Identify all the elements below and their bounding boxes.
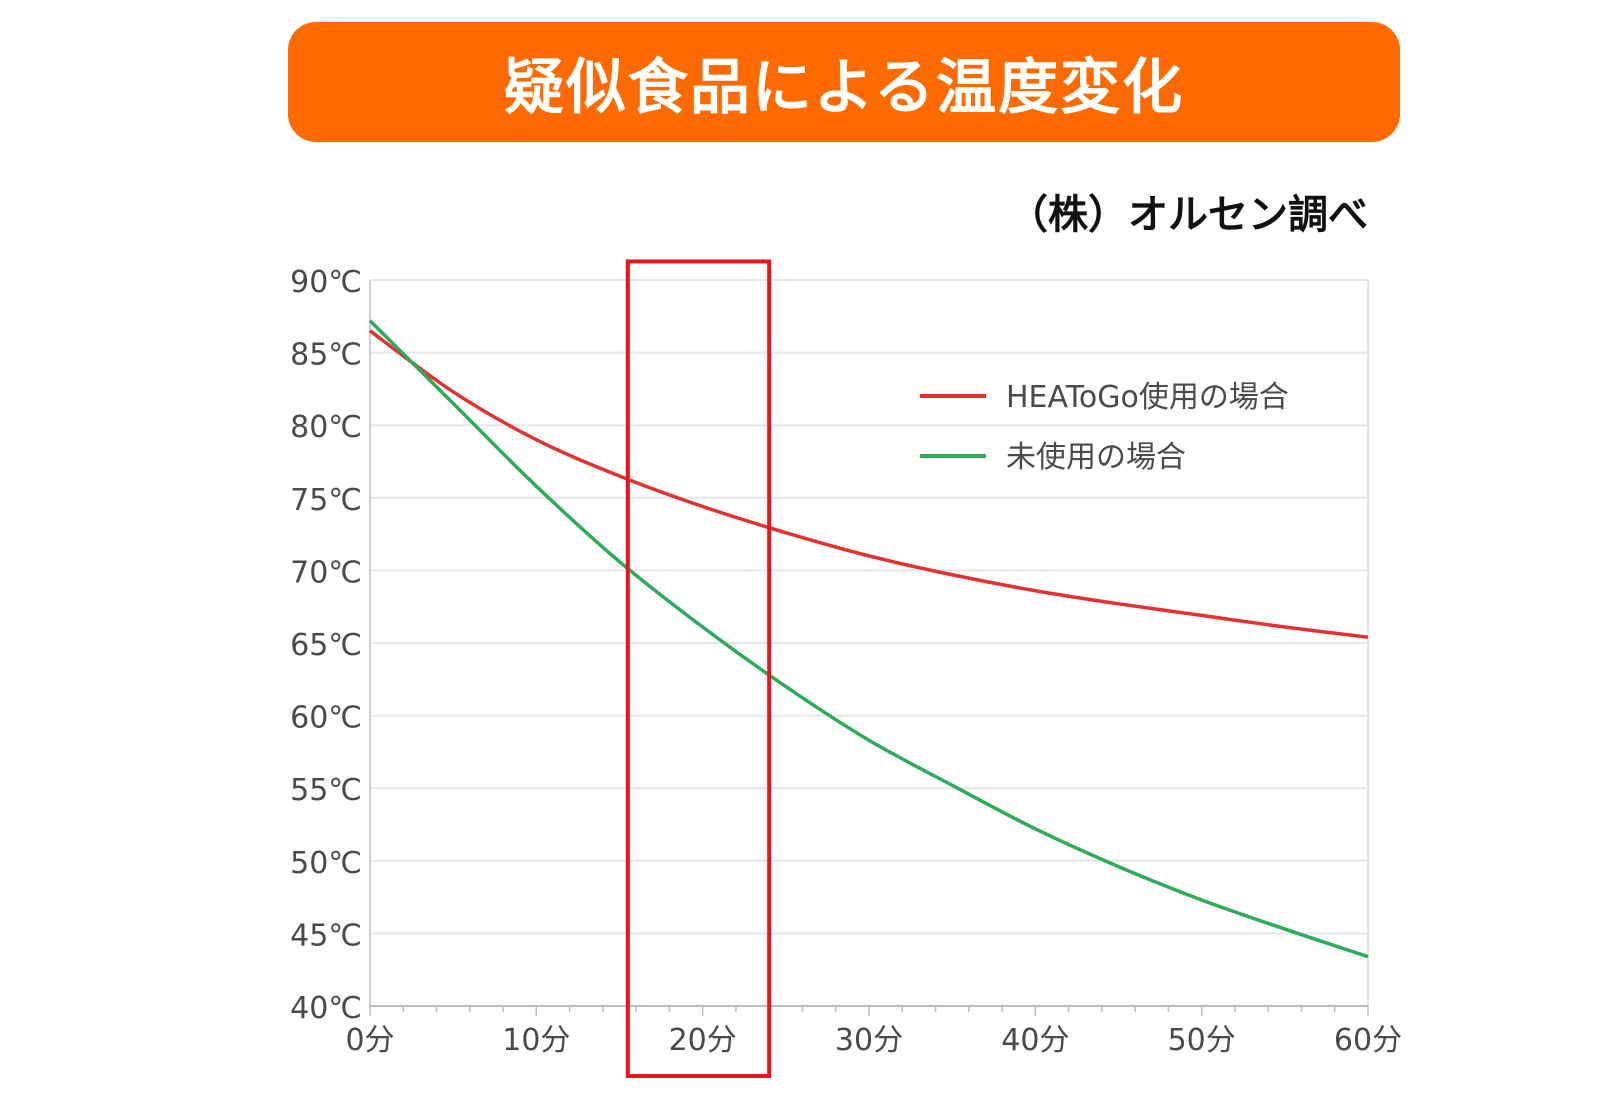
x-tick-label: 50分 — [1168, 1023, 1236, 1058]
y-tick-label: 70℃ — [290, 555, 362, 590]
y-tick-label: 45℃ — [290, 918, 362, 953]
x-tick-label: 0分 — [345, 1023, 394, 1058]
chart-title: 疑似食品による温度変化 — [503, 52, 1185, 123]
series-lines — [368, 319, 1369, 959]
x-tick-label: 10分 — [502, 1023, 570, 1058]
series-line-heatogo — [368, 329, 1369, 639]
series-line-unused — [368, 319, 1369, 959]
x-tick-label: 30分 — [835, 1023, 903, 1058]
y-tick-label: 75℃ — [290, 483, 362, 518]
grid-lines — [370, 279, 1369, 1007]
x-tick-label: 20分 — [669, 1023, 737, 1058]
legend-label: 未使用の場合 — [1006, 440, 1186, 475]
y-tick-label: 55℃ — [290, 773, 362, 808]
y-tick-label: 60℃ — [290, 701, 362, 736]
y-tick-label: 85℃ — [290, 338, 362, 373]
highlight-layer — [625, 259, 772, 1079]
y-tick-label: 50℃ — [290, 846, 362, 881]
y-tick-label: 40℃ — [290, 991, 362, 1026]
x-tick-label: 40分 — [1001, 1023, 1069, 1058]
axes: 90℃ 85℃ 80℃ 75℃ 70℃ 65℃ 60℃ 55℃ 50℃ 45℃ 40℃0分 10分 20… — [290, 265, 1402, 1058]
legend-label: HEAToGo使用の場合 — [1006, 380, 1289, 415]
y-tick-label: 80℃ — [290, 410, 362, 445]
y-tick-label: 65℃ — [290, 628, 362, 663]
source-note: （株）オルセン調べ — [1008, 192, 1368, 238]
x-tick-label: 60分 — [1334, 1023, 1402, 1058]
y-tick-label: 90℃ — [290, 265, 362, 300]
highlight-box — [625, 259, 772, 1079]
title-banner: 疑似食品による温度変化 — [288, 22, 1400, 142]
